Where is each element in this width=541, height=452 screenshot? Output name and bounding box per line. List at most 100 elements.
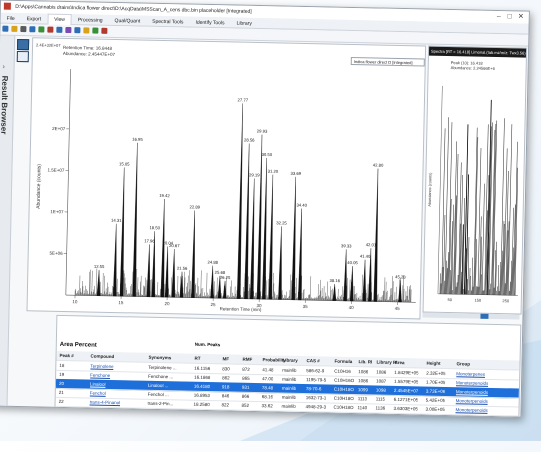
cell-group[interactable]: Monoterpenoids [455,414,487,417]
peak[interactable] [161,199,166,297]
table-row[interactable]: 24Borneol, exoBorneol, exo ...20.4560826… [55,415,518,418]
cell-height: 1.70E+05 [426,378,446,387]
spectrum-x-tick-label: 250 [502,298,510,303]
cell-rmf: 866 [242,392,250,401]
cell-ri: 1086 [358,376,368,385]
peak-icon[interactable] [74,27,80,33]
minor-peaks [75,267,411,302]
print-icon[interactable] [20,26,26,32]
report-icon[interactable] [101,28,107,34]
browse-icon[interactable] [17,51,29,62]
peak[interactable] [133,143,139,297]
column-header-height[interactable]: Height [426,359,440,368]
spectrum-bar [450,270,451,294]
peak[interactable] [298,209,303,300]
minor-peak [92,271,93,296]
peak[interactable] [147,244,151,296]
peak[interactable] [278,226,283,299]
peak-label: 42.01 [366,242,377,247]
save-layout-icon[interactable] [17,39,29,50]
cell-compound[interactable]: Linalool [90,380,106,389]
cell-compound[interactable]: Borneol, exo [89,416,114,418]
undo-icon[interactable] [29,26,35,32]
column-header-rmf[interactable]: RMF [242,355,252,364]
integrate-icon[interactable] [65,27,71,33]
column-header-area[interactable]: Area [394,358,404,367]
column-header-mf[interactable]: MF [222,354,229,363]
cursor-icon[interactable] [56,27,62,33]
cell-peak: 19 [59,370,64,379]
peak[interactable] [257,135,264,300]
column-header-group[interactable]: Group [456,359,470,368]
column-header-rt[interactable]: RT [194,354,200,363]
x-tick-label: 20 [164,301,170,306]
cell-mf: 822 [221,400,229,409]
minimize-button[interactable]: – [497,11,501,23]
spectrum-scrollbar[interactable] [422,312,519,319]
column-header-ri[interactable]: Lib. RI [358,357,372,366]
cell-rt: 16.4180 [194,382,210,391]
peak[interactable] [191,210,196,297]
cell-compound[interactable]: Camphene hydrate [89,407,127,417]
result-browser-sidebar[interactable]: › Result Browser [0,36,15,406]
spectrum-icon[interactable] [83,27,89,33]
spectrum-panel[interactable]: Spectra [RT = 16.418] Limonal.(tab.mz/m/… [423,46,528,315]
cell-prob: 78.48 [262,383,273,392]
peak-label: 31.20 [268,169,279,174]
library-icon[interactable] [92,28,98,34]
peak[interactable] [398,280,402,302]
cell-lib: mainlib [282,384,296,393]
save-icon[interactable] [2,26,8,32]
maximize-button[interactable]: □ [507,11,511,23]
peak[interactable] [262,158,268,299]
peak[interactable] [237,103,244,298]
column-header-lib[interactable]: Library [282,356,297,365]
tab-library[interactable]: Library [230,18,258,29]
peak[interactable] [333,284,337,301]
cell-compound[interactable]: Terpinolene [90,362,113,371]
close-button[interactable]: ✕ [518,11,524,23]
chromatogram-panel[interactable]: Retention Time: 16.8448 Abundance: 2.454… [26,37,426,319]
cell-ari: 1098 [376,386,386,395]
cell-rt: 20.2098 [193,409,209,418]
tab-file[interactable]: File [1,14,21,24]
peak-label: 12.55 [94,264,105,269]
zoom-in-icon[interactable] [38,26,44,32]
peak-label: 28.56 [244,137,255,142]
cell-formula: C10H18O [334,385,354,394]
cell-compound[interactable]: Fenchone [90,371,110,380]
peak[interactable] [269,175,275,300]
cell-compound[interactable]: Fenchol [90,389,106,398]
peak[interactable] [120,167,126,296]
cell-peak: 20 [59,379,64,388]
scrollbar-thumb[interactable] [480,314,488,319]
minor-peak [207,273,208,298]
peak[interactable] [350,266,354,301]
spectrum-bar [453,141,456,294]
cell-rmf: 865 [242,374,250,383]
column-header-cas[interactable]: CAS # [306,356,319,365]
x-tick-label: 40 [349,305,355,310]
cell-formula: C10H18O [333,403,353,412]
x-tick-label: 10 [72,299,78,304]
folder-open-icon[interactable] [11,26,17,32]
peak[interactable] [97,270,101,296]
column-header-compound[interactable]: Compound [90,352,114,361]
peak[interactable] [244,143,250,298]
tab-view[interactable]: View [47,14,72,26]
spectrum-bar [498,265,499,295]
minor-peak [273,273,274,299]
zoom-out-icon[interactable] [47,27,53,33]
peak[interactable] [374,169,380,302]
column-header-syn[interactable]: Synonyms [148,353,171,362]
peak[interactable] [250,178,256,299]
tab-export[interactable]: Export [21,14,48,25]
cell-ari: 1087 [376,377,386,386]
chevron-right-icon[interactable]: › [3,64,5,71]
column-header-peak[interactable]: Peak # [59,351,73,360]
column-header-formula[interactable]: Formula [334,357,352,366]
